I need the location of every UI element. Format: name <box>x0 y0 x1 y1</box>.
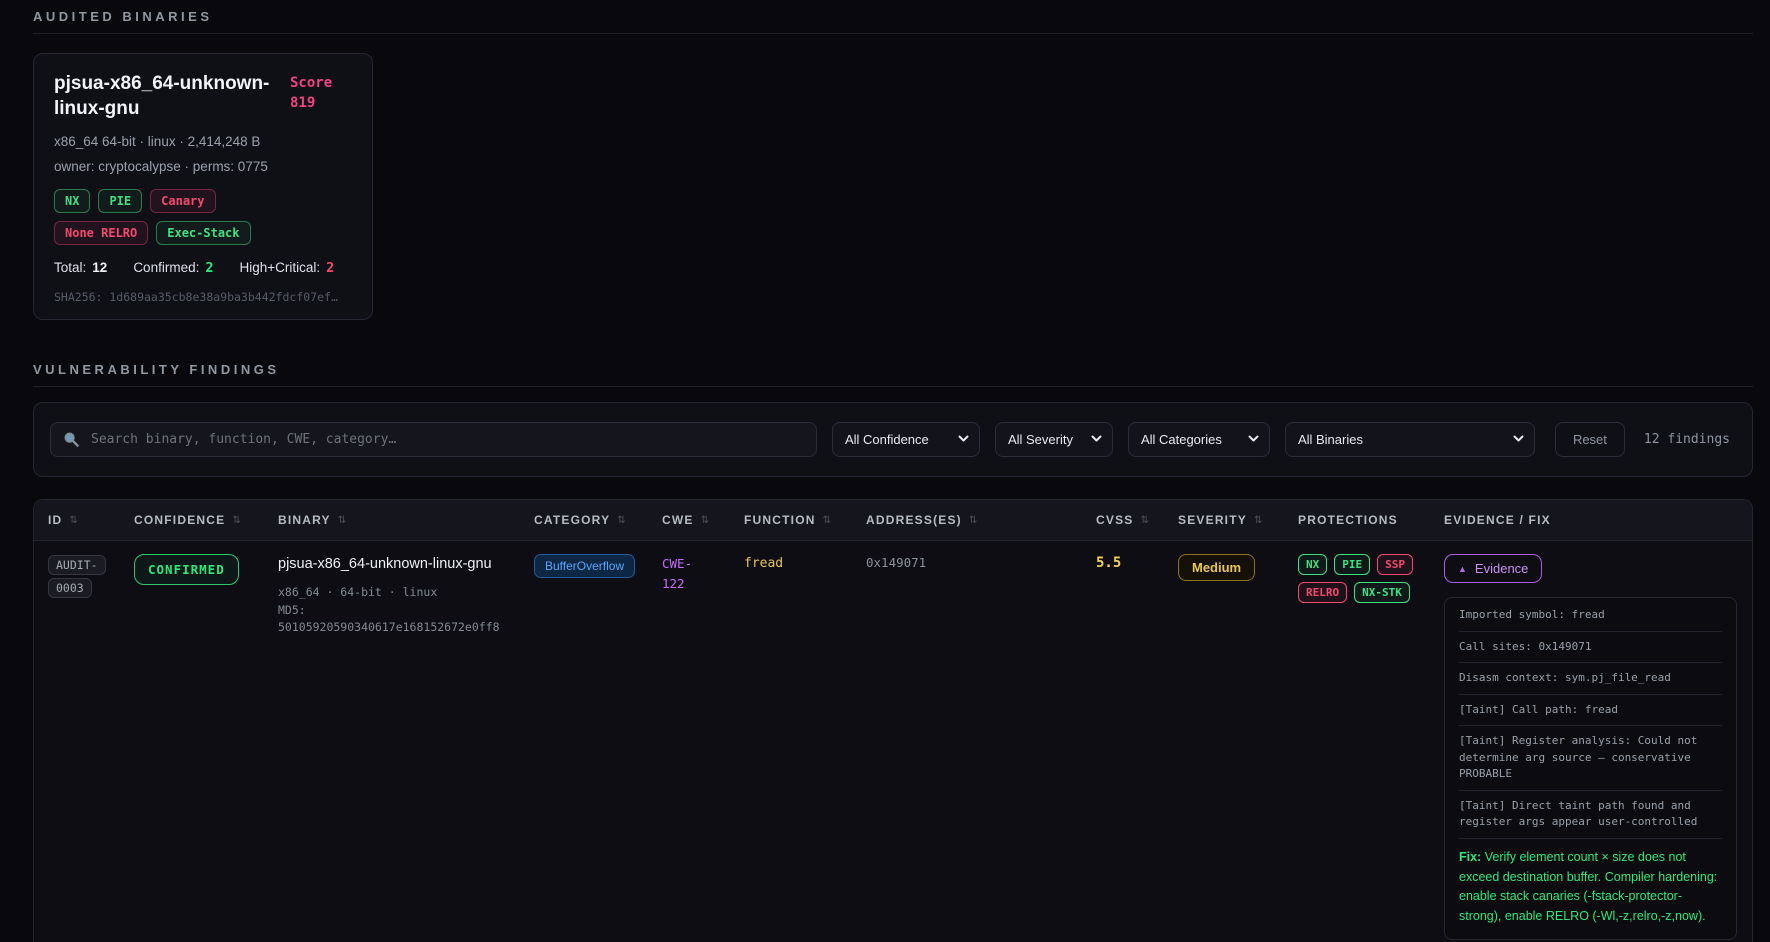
cwe-id: CWE-122 <box>662 554 712 593</box>
protection-badge-nx: NX <box>54 189 90 213</box>
total-value: 12 <box>92 260 107 275</box>
fix-text: Verify element count × size does not exc… <box>1459 850 1717 923</box>
finding-id-badge: AUDIT-0003 <box>48 555 106 598</box>
total-label: Total: <box>54 260 86 275</box>
sort-icon[interactable]: ⇅ <box>823 515 833 526</box>
score-label: Score <box>290 74 352 94</box>
column-header-binary[interactable]: BINARY⇅ <box>264 500 520 540</box>
sort-icon[interactable]: ⇅ <box>1140 515 1150 526</box>
section-divider <box>33 386 1753 387</box>
column-header-severity[interactable]: SEVERITY⇅ <box>1164 500 1284 540</box>
protection-badge-pie: PIE <box>98 189 142 213</box>
triangle-up-icon: ▲ <box>1458 564 1467 574</box>
column-header-confidence[interactable]: CONFIDENCE⇅ <box>120 500 264 540</box>
addresses: 0x149071 <box>866 555 926 570</box>
column-header-category[interactable]: CATEGORY⇅ <box>520 500 648 540</box>
column-header-cvss[interactable]: CVSS⇅ <box>1082 500 1164 540</box>
row-protections: NX PIE SSP RELRO NX-STK <box>1298 554 1416 603</box>
evidence-toggle-button[interactable]: ▲ Evidence <box>1444 554 1542 583</box>
cvss-score: 5.5 <box>1096 555 1121 571</box>
column-header-function[interactable]: FUNCTION⇅ <box>730 500 852 540</box>
confirmed-label: Confirmed: <box>133 260 199 275</box>
severity-filter-select[interactable]: All Severity <box>995 422 1113 457</box>
evidence-line: [Taint] Register analysis: Could not det… <box>1459 726 1722 791</box>
search-icon <box>63 431 80 448</box>
section-divider <box>33 33 1753 34</box>
high-critical-label: High+Critical: <box>239 260 320 275</box>
binary-owner-meta: owner: cryptocalypse · perms: 0775 <box>54 157 352 177</box>
score-value: 819 <box>290 94 352 114</box>
binary-arch-meta: x86_64 64-bit · linux · 2,414,248 B <box>54 132 352 152</box>
protection-badge-nxstk: NX-STK <box>1354 582 1410 603</box>
binary-stats: Total: 12 Confirmed: 2 High+Critical: 2 <box>54 260 352 276</box>
table-row: AUDIT-0003 CONFIRMED pjsua-x86_64-unknow… <box>34 541 1752 942</box>
sort-icon[interactable]: ⇅ <box>617 515 627 526</box>
row-binary-meta: x86_64 · 64-bit · linux <box>278 584 506 602</box>
protection-badge-nx: NX <box>1298 554 1327 575</box>
category-filter-select[interactable]: All Categories <box>1128 422 1270 457</box>
row-binary-md5: MD5: 50105920590340617e168152672e0ff8 <box>278 602 506 638</box>
column-header-protections: PROTECTIONS <box>1284 500 1430 540</box>
evidence-line: Imported symbol: fread <box>1459 600 1722 632</box>
search-input[interactable] <box>50 422 817 457</box>
confirmed-value: 2 <box>205 260 213 276</box>
column-header-cwe[interactable]: CWE⇅ <box>648 500 730 540</box>
category-badge: BufferOverflow <box>534 554 635 578</box>
protection-badge-relro: None RELRO <box>54 221 148 245</box>
protection-badge-execstack: Exec-Stack <box>156 221 250 245</box>
vulnerability-findings-title: VULNERABILITY FINDINGS <box>33 362 1753 377</box>
findings-table: ID⇅ CONFIDENCE⇅ BINARY⇅ CATEGORY⇅ CWE⇅ F… <box>33 499 1753 942</box>
fix-recommendation: Fix: Verify element count × size does no… <box>1459 839 1722 927</box>
evidence-line: Disasm context: sym.pj_file_read <box>1459 663 1722 695</box>
binary-score: Score 819 <box>290 74 352 121</box>
sort-icon[interactable]: ⇅ <box>338 515 348 526</box>
evidence-line: Call sites: 0x149071 <box>1459 632 1722 664</box>
protection-badge-pie: PIE <box>1334 554 1370 575</box>
sort-icon[interactable]: ⇅ <box>969 515 979 526</box>
protection-badge-canary: Canary <box>150 189 215 213</box>
severity-badge: Medium <box>1178 554 1255 581</box>
evidence-line: [Taint] Call path: fread <box>1459 695 1722 727</box>
protection-badge-ssp: SSP <box>1377 554 1413 575</box>
sort-icon[interactable]: ⇅ <box>701 515 711 526</box>
sort-icon[interactable]: ⇅ <box>69 515 79 526</box>
binary-name: pjsua-x86_64-unknown-linux-gnu <box>54 71 276 121</box>
sort-icon[interactable]: ⇅ <box>232 515 242 526</box>
confidence-badge: CONFIRMED <box>134 554 239 585</box>
sort-icon[interactable]: ⇅ <box>1254 515 1264 526</box>
high-critical-value: 2 <box>326 260 334 276</box>
page-content: AUDITED BINARIES pjsua-x86_64-unknown-li… <box>33 0 1753 942</box>
findings-count: 12 findings <box>1644 432 1730 447</box>
protection-badges: NX PIE Canary None RELRO Exec-Stack <box>54 189 304 245</box>
filter-bar: All Confidence All Severity All Categori… <box>33 402 1753 477</box>
confidence-filter-select[interactable]: All Confidence <box>832 422 980 457</box>
function-name: fread <box>744 556 783 571</box>
evidence-line: [Taint] Direct taint path found and regi… <box>1459 791 1722 839</box>
column-header-id[interactable]: ID⇅ <box>34 500 120 540</box>
binary-filter-select[interactable]: All Binaries <box>1285 422 1535 457</box>
binary-summary-card: pjsua-x86_64-unknown-linux-gnu Score 819… <box>33 53 373 320</box>
binary-sha256: SHA256: 1d689aa35cb8e38a9ba3b442fdcf07ef… <box>54 290 352 304</box>
fix-label: Fix: <box>1459 850 1481 864</box>
protection-badge-relro: RELRO <box>1298 582 1347 603</box>
audited-binaries-title: AUDITED BINARIES <box>33 9 1753 24</box>
table-header-row: ID⇅ CONFIDENCE⇅ BINARY⇅ CATEGORY⇅ CWE⇅ F… <box>34 500 1752 541</box>
reset-filters-button[interactable]: Reset <box>1555 422 1625 457</box>
column-header-addresses[interactable]: ADDRESS(ES)⇅ <box>852 500 1082 540</box>
row-binary-name: pjsua-x86_64-unknown-linux-gnu <box>278 554 506 575</box>
column-header-evidence-fix: EVIDENCE / FIX <box>1430 500 1752 540</box>
evidence-panel: Imported symbol: fread Call sites: 0x149… <box>1444 597 1737 940</box>
